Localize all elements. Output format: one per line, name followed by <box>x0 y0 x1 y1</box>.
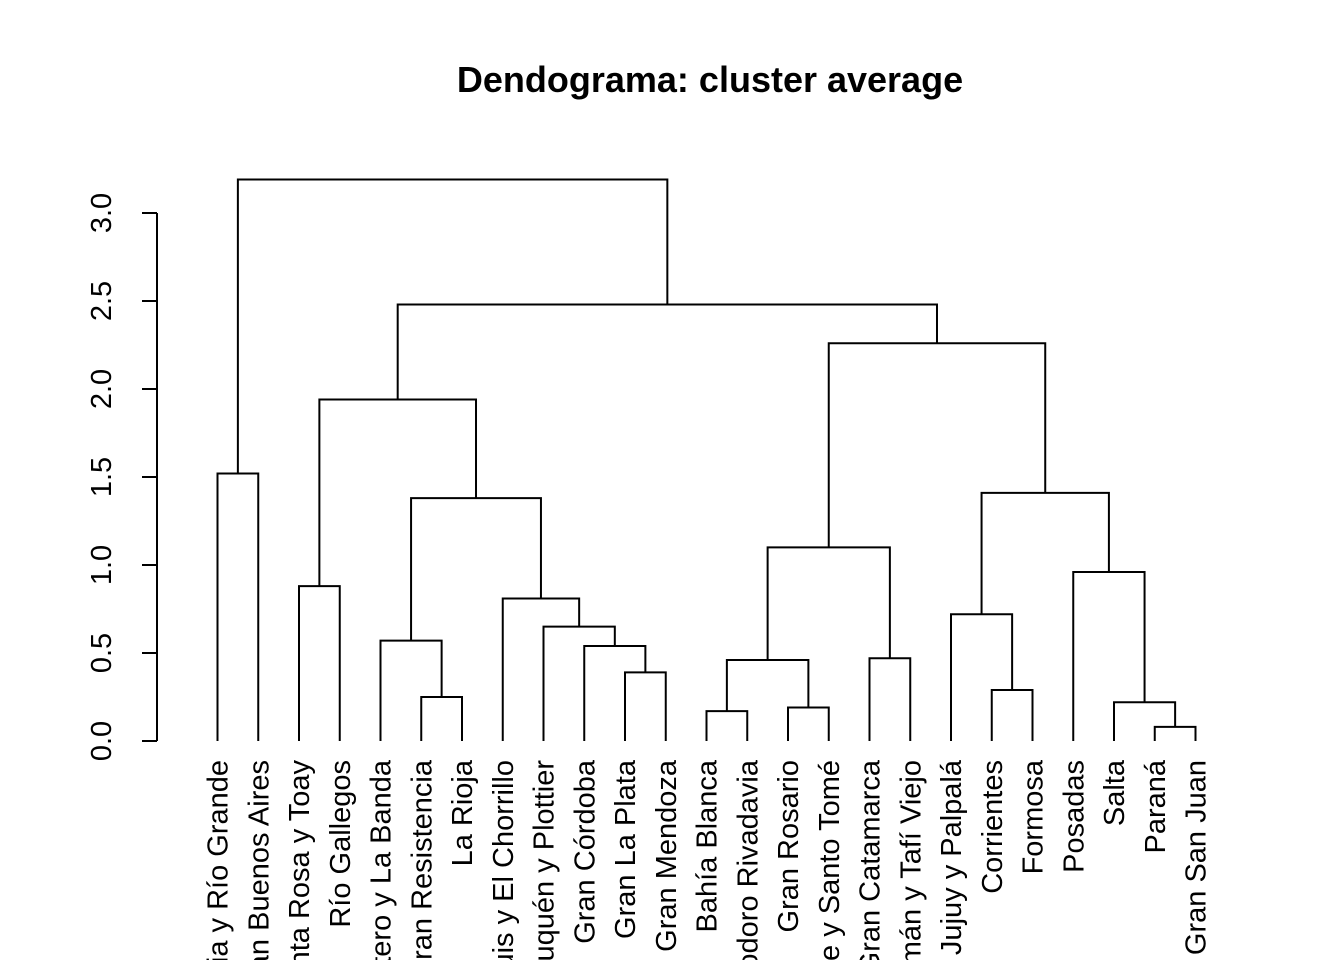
leaf-label: Gran Córdoba <box>569 759 601 944</box>
y-tick-label: 2.5 <box>86 281 118 321</box>
merge-link <box>827 342 1047 548</box>
merge-link <box>216 472 260 741</box>
y-tick-label: 0.0 <box>86 721 118 761</box>
leaf-label: Gran Rosario <box>773 760 805 932</box>
y-tick-label: 1.0 <box>86 545 118 585</box>
leaf-label: San Luis y El Chorrillo <box>488 760 520 960</box>
y-tick-label: 1.5 <box>86 457 118 497</box>
merge-link <box>396 303 938 400</box>
merge-link <box>725 659 810 712</box>
merge-link <box>379 639 443 741</box>
merge-link <box>766 546 891 661</box>
leaf-labels: Ushuaia y Río Grande Gran Buenos Aires San… <box>203 759 1213 960</box>
merge-link <box>410 497 542 641</box>
merge-link <box>1113 701 1177 741</box>
leaf-label: Salta <box>1099 759 1131 826</box>
leaf-label: Bahía Blanca <box>692 759 724 932</box>
leaf-label: Gran Mendoza <box>651 759 683 952</box>
leaf-label: Santiago del Estero y La Banda <box>366 759 398 960</box>
merge-link <box>298 585 341 741</box>
merge-link <box>501 597 581 741</box>
merge-link <box>980 491 1110 615</box>
chart-title: Dendograma: cluster average <box>457 59 963 100</box>
leaf-label: Río Gallegos <box>325 760 357 928</box>
merge-link <box>420 696 463 741</box>
leaf-label: Gran La Plata <box>610 759 642 939</box>
leaf-label: San Salvador de Jujuy y Palpalá <box>936 759 968 960</box>
leaf-label: Comodoro Rivadavia <box>732 759 764 960</box>
merge-link <box>868 657 912 741</box>
leaf-label: Gran Buenos Aires <box>243 760 275 960</box>
leaf-label: Santa Fe y Santo Tomé <box>814 760 846 960</box>
merge-link <box>542 625 616 741</box>
y-tick-label: 3.0 <box>86 193 118 233</box>
merge-link <box>1072 571 1146 741</box>
y-axis: 0.0 0.5 1.0 1.5 2.0 2.5 3.0 <box>86 193 158 761</box>
dendrogram-links <box>216 178 1197 741</box>
leaf-label: Posadas <box>1058 760 1090 873</box>
leaf-label: Corrientes <box>977 760 1009 894</box>
merge-link <box>624 671 667 741</box>
leaf-label: Ushuaia y Río Grande <box>203 760 235 960</box>
merge-link <box>583 644 647 741</box>
merge-link <box>705 710 749 741</box>
merge-link <box>950 613 1014 741</box>
leaf-label: Gran Catamarca <box>855 759 887 960</box>
merge-link <box>990 688 1034 741</box>
merge-link <box>318 398 478 587</box>
y-tick-label: 0.5 <box>86 633 118 673</box>
merge-link <box>236 178 669 474</box>
leaf-label: Santa Rosa y Toay <box>284 760 316 960</box>
leaf-label: Gran Tucumán y Tafí Viejo <box>895 760 927 960</box>
merge-link <box>1153 725 1197 741</box>
leaf-label: Neuquén y Plottier <box>529 760 561 960</box>
y-tick-label: 2.0 <box>86 369 118 409</box>
leaf-label: Gran San Juan <box>1181 760 1213 955</box>
leaf-label: La Rioja <box>447 759 479 866</box>
leaf-label: Paraná <box>1140 759 1172 853</box>
leaf-label: Gran Resistencia <box>406 759 438 960</box>
leaf-label: Formosa <box>1018 759 1050 874</box>
merge-link <box>787 706 830 741</box>
